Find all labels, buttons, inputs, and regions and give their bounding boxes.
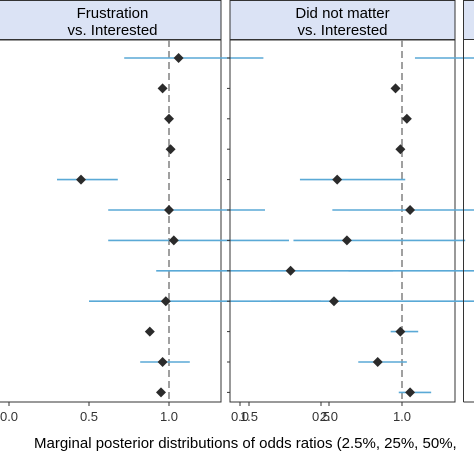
median-point	[285, 265, 296, 276]
median-point	[332, 174, 343, 185]
median-point	[165, 144, 176, 155]
panel-border	[229, 39, 456, 403]
median-point	[328, 296, 339, 307]
strip-title-line: Frustration	[77, 5, 149, 22]
strip-background	[0, 0, 222, 40]
median-point	[395, 144, 406, 155]
strip-title-line: Did not matter	[295, 5, 389, 22]
median-point	[405, 205, 416, 215]
median-point	[168, 235, 179, 246]
median-point	[157, 357, 168, 367]
x-tick-label: 1.0	[160, 409, 178, 424]
median-point	[144, 326, 155, 337]
strip-title-line: vs. Interested	[67, 22, 157, 39]
median-point	[76, 174, 86, 185]
panel-border	[0, 39, 222, 403]
x-tick-label: 1.0	[393, 409, 411, 424]
x-tick-label: 2.0	[320, 409, 338, 424]
median-point	[173, 53, 184, 63]
x-tick-label: 0.0	[0, 409, 18, 424]
x-tick-label: 1.5	[240, 409, 258, 424]
median-point	[157, 83, 168, 94]
median-point	[372, 357, 383, 367]
median-point	[401, 113, 412, 124]
median-point	[164, 113, 174, 124]
x-tick-label: 0.5	[312, 409, 330, 424]
median-point	[405, 387, 416, 398]
x-axis-label: Marginal posterior distributions of odds…	[34, 435, 457, 452]
median-point	[341, 235, 352, 246]
median-point	[395, 326, 406, 337]
strip-background	[463, 0, 474, 40]
strip-title-line: vs. Interested	[297, 22, 387, 39]
median-point	[164, 205, 174, 215]
median-point	[160, 296, 171, 307]
median-point	[390, 83, 401, 94]
median-point	[156, 387, 166, 398]
x-tick-label: 0.0	[231, 409, 249, 424]
x-tick-label: 0.5	[80, 409, 98, 424]
